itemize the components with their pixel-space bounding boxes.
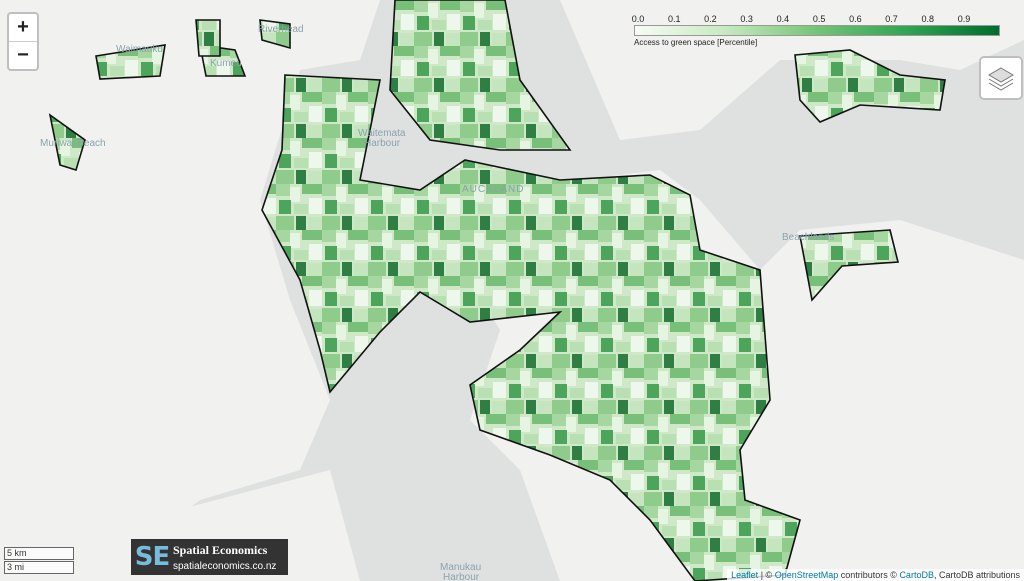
legend-tick-label: 0.0 [631,14,645,24]
place-label: AUCKLAND [462,184,524,195]
scale-metric: 5 km [4,547,74,560]
legend-ticks: 0.0 0.1 0.2 0.3 0.4 0.5 0.6 0.7 0.8 0.9 [631,14,1000,25]
place-label: Muriwai Beach [40,138,106,149]
logo-url: spatialeconomics.co.nz [173,560,277,572]
place-label: Riverhead [258,24,304,35]
legend-tick-label: 0.4 [776,14,790,24]
place-label: Waimauku [116,44,163,55]
attribution: Leaflet | © OpenStreetMap contributors ©… [727,569,1024,581]
legend-tick-label: 0.9 [957,14,971,24]
place-label: Manukau [440,562,481,573]
legend-tick-label: 0.6 [849,14,862,24]
cartodb-link[interactable]: CartoDB [899,570,934,580]
logo-mark: SE [134,542,171,572]
place-label: Waitemata [358,128,406,139]
layers-button[interactable] [979,56,1023,100]
legend-tick-label: 0.7 [885,14,898,24]
legend-colorbar [634,25,1000,36]
place-labels: Riverhead Waimauku Kumeu Muriwai Beach W… [40,24,834,581]
attribution-text: contributors © [840,570,897,580]
place-label: Harbour [364,138,401,149]
legend-tick-label: 0.1 [667,14,681,24]
legend-title: Access to green space [Percentile] [634,38,758,47]
legend-tick-label: 0.3 [740,14,753,24]
regions [48,0,946,581]
place-label: Kumeu [210,58,242,69]
logo[interactable]: SE Spatial Economics spatialeconomics.co… [131,539,288,575]
scale-imperial: 3 mi [4,561,74,574]
attribution-text: | © [760,570,773,580]
legend-tick-label: 0.2 [704,14,717,24]
zoom-in-button[interactable]: + [17,16,29,38]
place-label: Beachlands [782,232,834,243]
legend: 0.0 0.1 0.2 0.3 0.4 0.5 0.6 0.7 0.8 0.9 Access to… [631,14,1000,47]
legend-tick-label: 0.5 [812,14,826,24]
attribution-text: , CartoDB attributions [933,570,1020,580]
logo-name: Spatial Economics [173,542,268,557]
zoom-out-button[interactable]: − [9,41,37,69]
legend-tick-label: 0.8 [921,14,935,24]
osm-link[interactable]: OpenStreetMap [774,570,839,580]
place-label: Harbour [443,572,480,581]
leaflet-link[interactable]: Leaflet [731,570,759,580]
zoom-control: + − [7,12,39,71]
layers-icon [988,67,1014,91]
